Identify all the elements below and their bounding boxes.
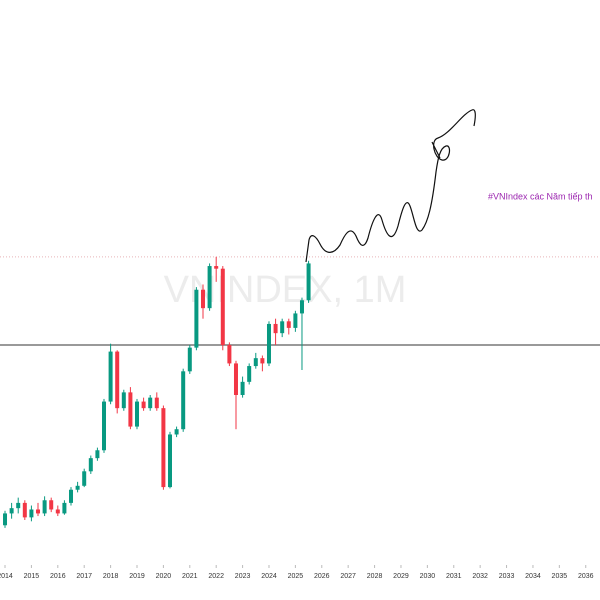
candle-body xyxy=(200,289,205,309)
candle-body xyxy=(174,429,179,435)
x-tick-label: 2023 xyxy=(235,573,251,580)
x-tick-label: 2027 xyxy=(340,573,356,580)
x-tick-label: 2032 xyxy=(472,573,488,580)
candle-body xyxy=(227,345,232,364)
candle-body xyxy=(55,509,60,514)
x-tick-label: 2014 xyxy=(0,573,13,580)
candle-body xyxy=(273,323,278,334)
candle-body xyxy=(82,471,87,486)
x-tick-label: 2021 xyxy=(182,573,198,580)
x-tick-label: 2024 xyxy=(261,573,277,580)
x-tick-label: 2016 xyxy=(50,573,66,580)
x-tick-label: 2036 xyxy=(578,573,594,580)
candle-body xyxy=(108,351,113,402)
x-tick-label: 2029 xyxy=(393,573,409,580)
candle-body xyxy=(29,509,34,518)
candle-body xyxy=(141,401,146,409)
candle-body xyxy=(3,513,8,526)
candle-body xyxy=(22,502,27,518)
x-tick-label: 2025 xyxy=(288,573,304,580)
candle-body xyxy=(9,508,14,514)
x-tick-label: 2031 xyxy=(446,573,462,580)
candle-body xyxy=(299,300,304,314)
annotation: #VNIndex các Năm tiếp th xyxy=(488,191,593,201)
candle-body xyxy=(36,509,41,514)
x-tick-label: 2017 xyxy=(76,573,92,580)
candle-body xyxy=(181,371,186,430)
candle-body xyxy=(128,392,133,427)
candle-body xyxy=(49,500,54,510)
drawn-projection xyxy=(305,109,476,263)
x-tick-label: 2026 xyxy=(314,573,330,580)
x-tick-label: 2022 xyxy=(208,573,224,580)
candle-body xyxy=(214,266,219,269)
candle-body xyxy=(280,321,285,334)
x-tick-label: 2018 xyxy=(103,573,119,580)
x-tick-label: 2028 xyxy=(367,573,383,580)
candle-body xyxy=(42,500,47,514)
candle-body xyxy=(247,366,252,382)
candle-body xyxy=(16,502,21,509)
candle-body xyxy=(167,434,172,488)
x-tick-label: 2034 xyxy=(525,573,541,580)
candle-body xyxy=(121,392,126,409)
candle-body xyxy=(266,323,271,364)
candle-body xyxy=(187,347,192,372)
candle-body xyxy=(220,268,225,345)
x-tick-label: 2033 xyxy=(499,573,515,580)
candle-body xyxy=(69,489,74,503)
candle-body xyxy=(240,381,245,395)
candle-body xyxy=(306,263,311,301)
candle-body xyxy=(62,502,67,514)
candle-body xyxy=(154,397,159,409)
candle-body xyxy=(194,289,199,348)
candle-body xyxy=(148,397,153,409)
candle-body xyxy=(115,351,120,409)
candle-body xyxy=(102,401,107,451)
candle-body xyxy=(161,408,166,488)
plot: 2014 2015 2016 2017 2018 2019 2020 2021 2022 2023… xyxy=(0,256,600,580)
candle-body xyxy=(207,266,212,309)
candle-body xyxy=(293,313,298,328)
watermark: VNINDEX, 1M xyxy=(164,269,407,311)
candle-body xyxy=(260,358,265,364)
candle-body xyxy=(286,321,291,328)
candle-body xyxy=(253,358,258,367)
candle-body xyxy=(95,450,100,459)
x-tick-label: 2015 xyxy=(24,573,40,580)
x-tick-label: 2030 xyxy=(420,573,436,580)
x-tick-label: 2035 xyxy=(552,573,568,580)
candle-body xyxy=(233,363,238,395)
candle-body xyxy=(134,401,139,427)
candle-body xyxy=(75,485,80,490)
x-tick-label: 2019 xyxy=(129,573,145,580)
x-tick-label: 2020 xyxy=(156,573,172,580)
candle-body xyxy=(88,458,93,472)
